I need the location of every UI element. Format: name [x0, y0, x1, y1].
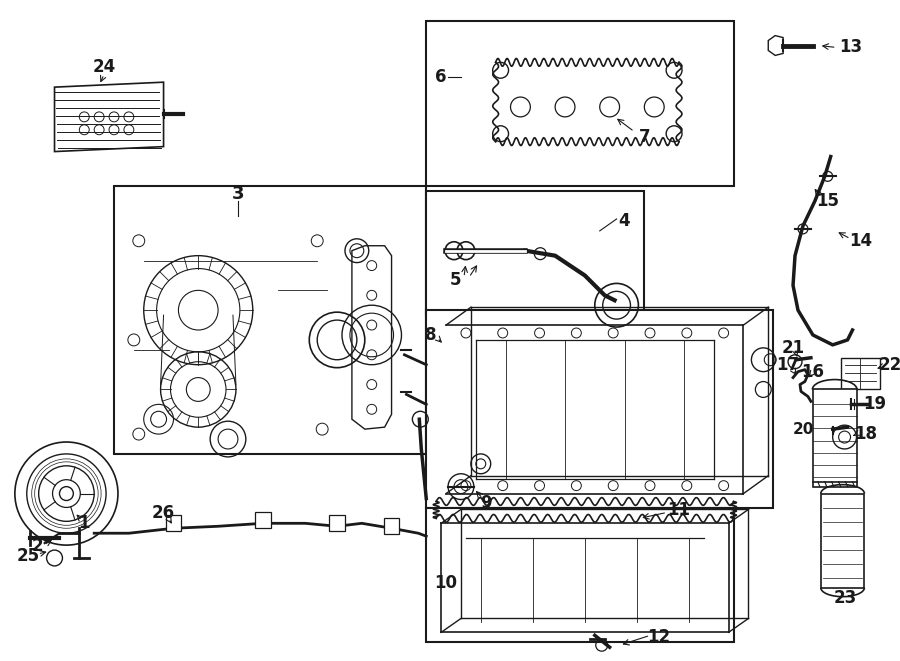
- Text: 13: 13: [839, 38, 862, 56]
- Text: 15: 15: [816, 192, 839, 210]
- Bar: [329, 516, 345, 531]
- Polygon shape: [129, 231, 337, 444]
- Bar: [114, 186, 427, 454]
- Text: 11: 11: [668, 502, 690, 520]
- Text: 19: 19: [863, 395, 886, 413]
- Text: 7: 7: [638, 128, 650, 145]
- Text: 12: 12: [648, 629, 670, 646]
- Bar: [427, 191, 644, 315]
- Text: 21: 21: [781, 339, 805, 357]
- Bar: [255, 512, 271, 528]
- Bar: [821, 494, 864, 588]
- Bar: [841, 358, 880, 389]
- Text: 17: 17: [777, 356, 799, 373]
- Text: 14: 14: [849, 232, 872, 250]
- Bar: [383, 518, 400, 534]
- Text: 5: 5: [450, 272, 462, 290]
- Text: 20: 20: [792, 422, 814, 437]
- Circle shape: [59, 486, 74, 500]
- Text: 6: 6: [436, 68, 447, 86]
- Text: 10: 10: [435, 574, 457, 592]
- Text: 2: 2: [32, 537, 43, 555]
- Text: 23: 23: [834, 589, 857, 607]
- Text: 18: 18: [854, 425, 877, 443]
- Text: 4: 4: [618, 212, 630, 230]
- Bar: [427, 20, 734, 186]
- Text: 16: 16: [801, 363, 824, 381]
- Text: 8: 8: [426, 326, 437, 344]
- Polygon shape: [352, 246, 392, 429]
- Text: 24: 24: [93, 58, 116, 76]
- Bar: [813, 389, 858, 486]
- Text: 1: 1: [78, 514, 90, 532]
- Text: 26: 26: [152, 504, 176, 522]
- Polygon shape: [55, 82, 164, 151]
- Text: 22: 22: [878, 356, 900, 373]
- Bar: [166, 516, 182, 531]
- Text: 25: 25: [16, 547, 40, 565]
- Bar: [427, 508, 734, 642]
- Bar: [427, 310, 773, 508]
- Text: 3: 3: [231, 185, 244, 203]
- Text: 9: 9: [480, 494, 491, 512]
